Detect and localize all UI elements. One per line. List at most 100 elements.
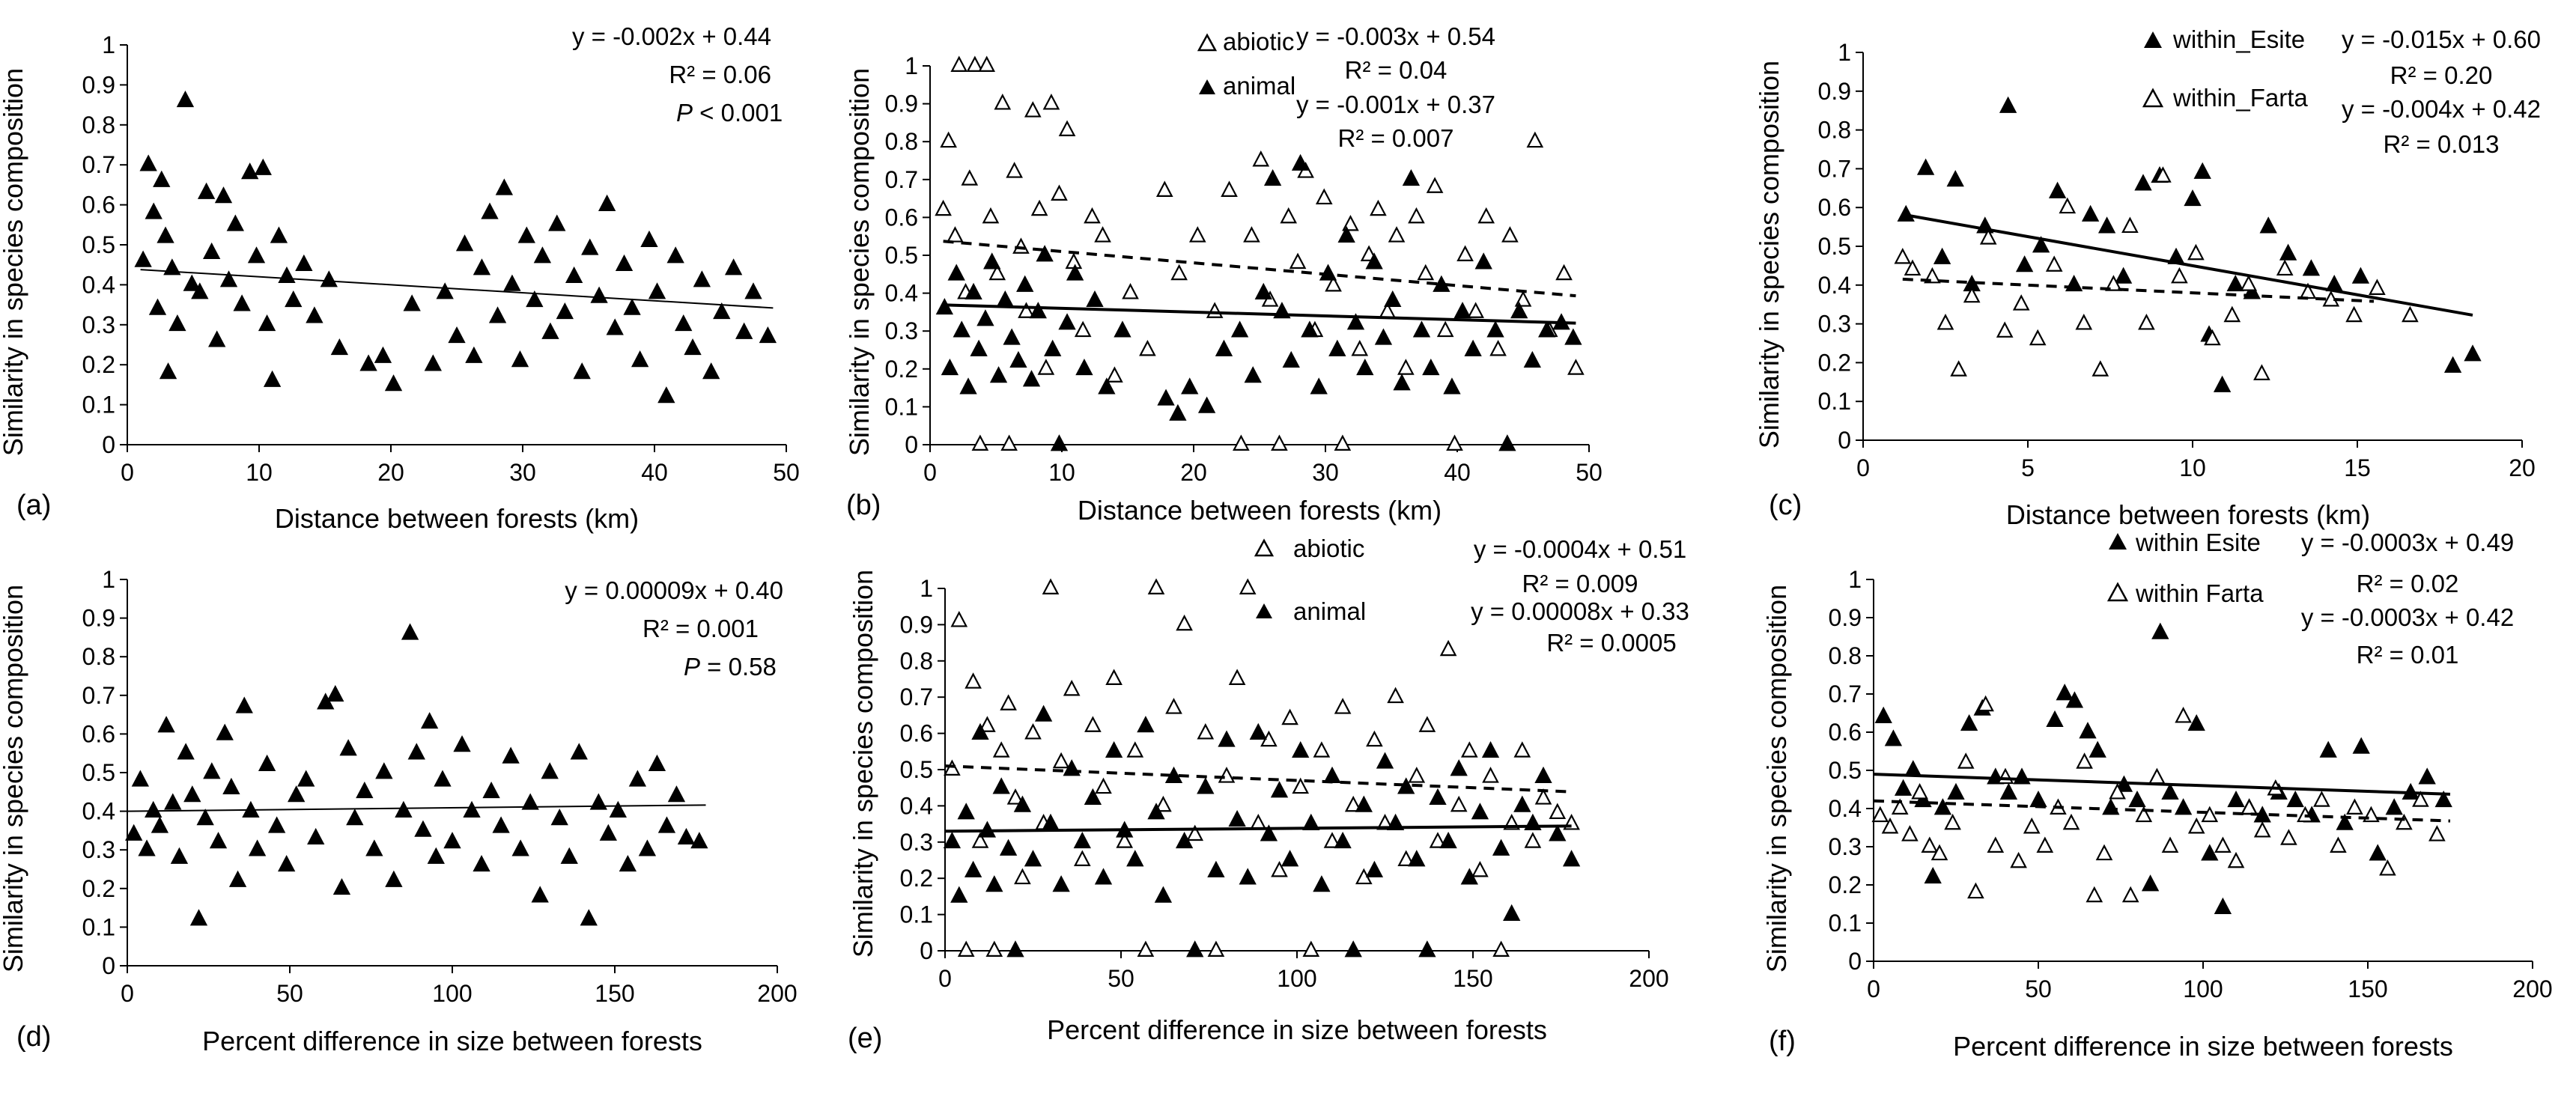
point-within-farta — [2253, 821, 2271, 838]
point-abiotic — [1065, 252, 1083, 270]
point-abiotic — [1460, 741, 1478, 758]
y-axis-title-d: Similarity in species composition — [0, 585, 28, 972]
point-abiotic — [1228, 669, 1246, 685]
point-animal — [1374, 328, 1393, 345]
y-tick-label: 0 — [102, 431, 115, 458]
point-abiotic — [1524, 832, 1542, 848]
legend-farta-label-f: within Farta — [2135, 579, 2264, 607]
point-abiotic — [1024, 101, 1042, 118]
point-within-farta — [2330, 836, 2347, 853]
point-all — [258, 754, 276, 772]
x-axis-title-f: Percent difference in size between fores… — [1953, 1031, 2453, 1062]
point-abiotic — [1176, 614, 1193, 631]
point-animal — [1003, 328, 1021, 345]
point-within-farta — [1979, 228, 1997, 245]
point-all — [385, 870, 403, 887]
point-abiotic — [1197, 723, 1215, 740]
point-abiotic — [1555, 264, 1573, 281]
point-animal — [996, 290, 1014, 308]
point-abiotic — [1239, 578, 1257, 594]
point-abiotic — [979, 716, 996, 732]
trendline-animal — [943, 303, 1576, 325]
r-squared-b-animal: R² = 0.007 — [1337, 124, 1453, 152]
y-tick-label: 0.4 — [82, 798, 115, 825]
panel-label-e: (e) — [848, 1023, 882, 1054]
point-abiotic — [1514, 290, 1532, 307]
point-all — [448, 326, 466, 344]
y-tick-label: 0.3 — [1829, 833, 1862, 860]
y-tick-label: 0.4 — [1818, 272, 1851, 299]
legend-animal-marker-e — [1256, 603, 1272, 618]
point-animal — [941, 358, 959, 376]
point-animal — [1036, 245, 1054, 262]
point-all — [228, 870, 247, 887]
point-within-farta — [1996, 767, 2014, 785]
point-all — [684, 338, 702, 356]
point-animal — [1356, 358, 1374, 376]
p-value-a: < 0.001 — [693, 99, 783, 127]
point-abiotic — [1492, 940, 1510, 957]
y-tick-label: 0.6 — [1829, 719, 1862, 746]
point-animal — [1094, 868, 1113, 885]
point-animal — [976, 309, 994, 326]
point-animal — [1464, 339, 1482, 356]
point-within-farta — [2187, 817, 2205, 834]
point-animal — [1549, 824, 1567, 841]
point-animal — [1498, 434, 1516, 451]
point-all — [492, 816, 510, 833]
x-tick-label: 0 — [1867, 975, 1880, 1002]
point-within-esite — [1960, 713, 1978, 731]
point-all — [134, 250, 152, 267]
point-within-farta — [2036, 836, 2054, 853]
point-animal — [1009, 350, 1027, 368]
point-all — [420, 712, 439, 729]
point-all — [667, 785, 686, 803]
point-within-esite — [2201, 844, 2219, 861]
point-within-farta — [1901, 825, 1919, 841]
point-within-esite — [2336, 813, 2354, 830]
x-tick-label: 150 — [2348, 975, 2387, 1002]
point-abiotic — [1037, 359, 1055, 375]
legend-abiotic-label: abiotic — [1223, 28, 1294, 55]
point-abiotic — [1342, 214, 1359, 231]
point-within-farta — [2059, 197, 2077, 214]
y-tick-label: 0.2 — [1818, 349, 1851, 376]
point-all — [288, 785, 306, 803]
point-animal — [1486, 320, 1504, 338]
equation-a: y = -0.002x + 0.44 — [572, 22, 771, 50]
point-all — [196, 809, 214, 826]
p-symbol-d: P — [684, 653, 700, 681]
point-all — [170, 847, 189, 864]
y-tick-label: 0.5 — [82, 231, 115, 258]
point-all — [375, 762, 393, 779]
point-all — [713, 302, 731, 320]
point-within-farta — [1881, 817, 1899, 834]
y-tick-label: 0.5 — [82, 759, 115, 786]
point-animal — [1301, 320, 1319, 338]
point-all — [503, 274, 521, 291]
point-abiotic — [1105, 669, 1123, 685]
y-tick-label: 0.1 — [1829, 910, 1862, 937]
point-within-farta — [2075, 314, 2093, 330]
point-all — [657, 816, 676, 833]
point-all — [560, 847, 578, 864]
point-abiotic — [947, 226, 964, 243]
y-tick-label: 0.4 — [1829, 795, 1862, 822]
point-abiotic — [1094, 226, 1111, 243]
point-abiotic — [1302, 940, 1320, 957]
point-abiotic — [1366, 730, 1383, 747]
point-abiotic — [1388, 226, 1406, 243]
r-squared-c-farta: R² = 0.013 — [2383, 130, 2499, 158]
point-abiotic — [1233, 434, 1250, 451]
point-all — [628, 770, 647, 787]
point-within-esite — [2227, 790, 2245, 808]
r-squared-e-animal: R² = 0.0005 — [1546, 629, 1676, 657]
point-all — [209, 832, 228, 849]
legend-esite-marker-f — [2109, 533, 2127, 550]
x-tick-label: 40 — [1444, 459, 1471, 486]
y-tick-label: 0.9 — [885, 91, 918, 118]
point-within-farta — [2105, 275, 2122, 291]
point-within-farta — [2045, 255, 2063, 272]
equation-e-abiotic: y = -0.0004x + 0.51 — [1474, 535, 1686, 563]
